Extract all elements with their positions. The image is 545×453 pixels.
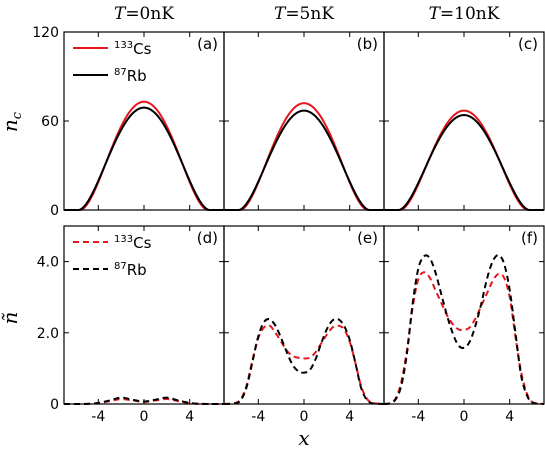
legend-entry: 133Cs (114, 234, 152, 252)
series-line-cs (64, 100, 224, 211)
column-title-0: T=0nK (114, 4, 174, 24)
column-title-2: T=10nK (429, 4, 500, 24)
x-tick-label: 0 (300, 409, 309, 425)
y-tick-label: 120 (32, 25, 59, 41)
x-tick-label: -4 (411, 409, 425, 425)
y-tick-label: 2.0 (37, 326, 59, 342)
y-tick-label: 60 (41, 114, 59, 130)
legend: 133Cs 87Rb (73, 234, 152, 279)
legend-entry: 133Cs (114, 40, 152, 58)
x-tick-label: 0 (460, 409, 469, 425)
panel-b: (b) (223, 31, 385, 211)
x-tick-label: 4 (185, 409, 194, 425)
panel-frame (223, 31, 385, 211)
panel-d: -4 0 4 0 2.0 4.0 (d) 133Cs 87Rb (37, 225, 225, 425)
series-line-rb (383, 254, 545, 405)
top-ylabel: nc (0, 111, 25, 132)
series-line-rb (384, 114, 544, 211)
series-line-rb (64, 106, 224, 211)
series-line-rb (223, 317, 385, 405)
panel-frame (63, 31, 225, 211)
legend-entry: 87Rb (114, 67, 147, 85)
x-tick-label: 4 (505, 409, 514, 425)
series-line-cs (223, 324, 385, 405)
bottom-ylabel: ñ (0, 312, 22, 325)
y-tick-label: 4.0 (37, 255, 59, 271)
legend: 133Cs 87Rb (73, 40, 152, 85)
series-line-cs (224, 102, 384, 211)
column-title-1: T=5nK (274, 4, 334, 24)
series-line-cs (383, 271, 545, 405)
x-tick-label: 4 (345, 409, 354, 425)
panels: 0 60 120 (a) 133Cs 87Rb (b) (c) -4 0 4 0 2.0 4.0 (d) 13… (32, 25, 545, 425)
panel-label: (f) (521, 229, 538, 247)
y-tick-label: 0 (50, 203, 59, 219)
panel-frame (383, 225, 545, 405)
series-line-rb (224, 109, 384, 211)
x-tick-label: -4 (251, 409, 265, 425)
x-tick-label: -4 (91, 409, 105, 425)
panel-label: (e) (357, 229, 378, 247)
panel-label: (d) (197, 229, 218, 247)
x-tick-label: 0 (140, 409, 149, 425)
y-tick-label: 0 (50, 397, 59, 413)
panel-c: (c) (383, 31, 545, 211)
panel-frame (383, 31, 545, 211)
xlabel: x (298, 426, 309, 450)
legend-entry: 87Rb (114, 261, 147, 279)
series-line-cs (384, 109, 544, 211)
panel-label: (a) (197, 35, 218, 53)
panel-a: 0 60 120 (a) 133Cs 87Rb (32, 25, 225, 219)
panel-frame (63, 225, 225, 405)
panel-label: (c) (518, 35, 538, 53)
panel-f: -4 0 4 (f) (383, 225, 545, 425)
panel-e: -4 0 4 (e) (223, 225, 385, 425)
column-titles: T=0nK T=5nK T=10nK (114, 4, 500, 24)
panel-label: (b) (357, 35, 378, 53)
